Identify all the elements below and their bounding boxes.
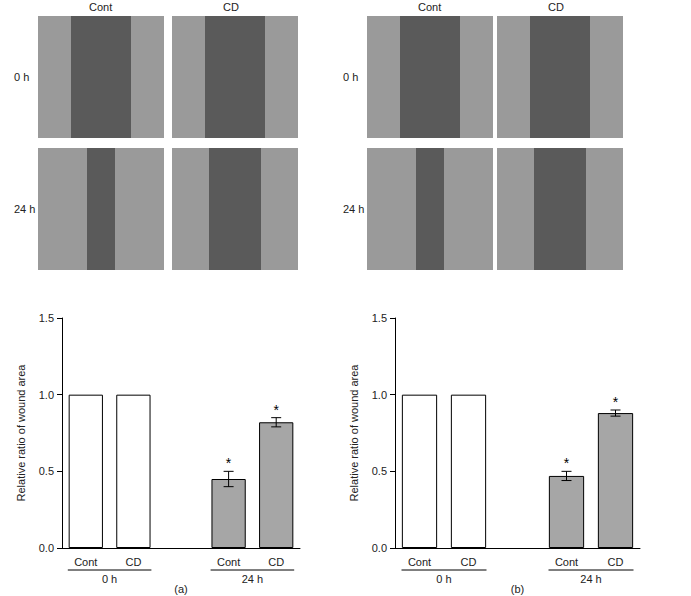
svg-text:24 h: 24 h (14, 203, 35, 215)
svg-text:CD: CD (125, 556, 141, 568)
svg-text:1.5: 1.5 (39, 312, 54, 324)
svg-text:Relative ratio of wound area: Relative ratio of wound area (15, 364, 27, 502)
svg-text:*: * (273, 402, 279, 418)
svg-text:0 h: 0 h (102, 573, 117, 585)
svg-text:1.0: 1.0 (372, 389, 387, 401)
svg-text:0.5: 0.5 (372, 465, 387, 477)
svg-text:Cont: Cont (555, 556, 578, 568)
svg-text:Cont: Cont (89, 1, 112, 13)
svg-text:(a): (a) (174, 583, 187, 595)
svg-text:CD: CD (548, 1, 564, 13)
svg-text:1.0: 1.0 (39, 389, 54, 401)
svg-text:1.5: 1.5 (372, 312, 387, 324)
svg-text:CD: CD (223, 1, 239, 13)
svg-text:0.0: 0.0 (39, 542, 54, 554)
svg-text:0 h: 0 h (343, 71, 358, 83)
svg-text:Cont: Cont (408, 556, 431, 568)
svg-text:(b): (b) (511, 583, 524, 595)
svg-text:Cont: Cont (74, 556, 97, 568)
svg-text:24 h: 24 h (343, 203, 364, 215)
svg-text:Relative ratio of wound area: Relative ratio of wound area (348, 364, 360, 502)
svg-text:0.0: 0.0 (372, 542, 387, 554)
svg-text:0 h: 0 h (14, 71, 29, 83)
svg-text:*: * (564, 455, 570, 471)
svg-text:Cont: Cont (418, 1, 441, 13)
svg-text:0 h: 0 h (436, 573, 451, 585)
svg-text:*: * (226, 455, 232, 471)
svg-text:CD: CD (268, 556, 284, 568)
svg-text:Cont: Cont (217, 556, 240, 568)
svg-text:0.5: 0.5 (39, 465, 54, 477)
svg-text:24 h: 24 h (242, 573, 263, 585)
svg-text:CD: CD (461, 556, 477, 568)
svg-text:CD: CD (608, 556, 624, 568)
svg-text:24 h: 24 h (580, 573, 601, 585)
svg-text:*: * (613, 394, 619, 410)
